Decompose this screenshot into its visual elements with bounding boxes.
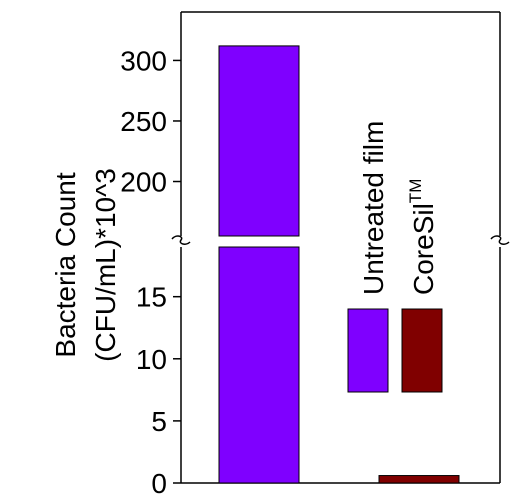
y-tick-label: 10 bbox=[136, 344, 167, 375]
bar-coresil bbox=[378, 475, 460, 484]
y-tick-label: 5 bbox=[151, 406, 167, 437]
y-axis-title-line2: (CFU/mL)*10^3 bbox=[90, 168, 121, 362]
legend-swatch-coresil bbox=[401, 308, 443, 393]
y-axis-title-line1: Bacteria Count bbox=[50, 172, 81, 357]
legend-label-coresil-superscript: TM bbox=[406, 179, 425, 204]
legend-swatch-untreated bbox=[347, 308, 389, 393]
y-ticks: 0 5 10 15 200 250 300 bbox=[120, 45, 181, 494]
bar-untreated-film-lower bbox=[218, 246, 300, 484]
legend-label-coresil: CoreSilTM bbox=[406, 179, 439, 295]
right-axis-break-mark bbox=[490, 235, 510, 245]
left-axis-break-mark bbox=[171, 235, 191, 245]
bars bbox=[218, 45, 460, 484]
y-tick-label: 200 bbox=[120, 167, 167, 198]
y-tick-label: 250 bbox=[120, 106, 167, 137]
y-tick-label: 0 bbox=[151, 468, 167, 494]
legend-label-coresil-text: CoreSil bbox=[408, 203, 439, 295]
legend: Untreated film CoreSilTM bbox=[347, 121, 443, 393]
y-tick-label: 15 bbox=[136, 282, 167, 313]
bar-untreated-film-upper bbox=[218, 45, 300, 237]
y-tick-label: 300 bbox=[120, 45, 167, 76]
legend-label-untreated: Untreated film bbox=[358, 121, 389, 295]
